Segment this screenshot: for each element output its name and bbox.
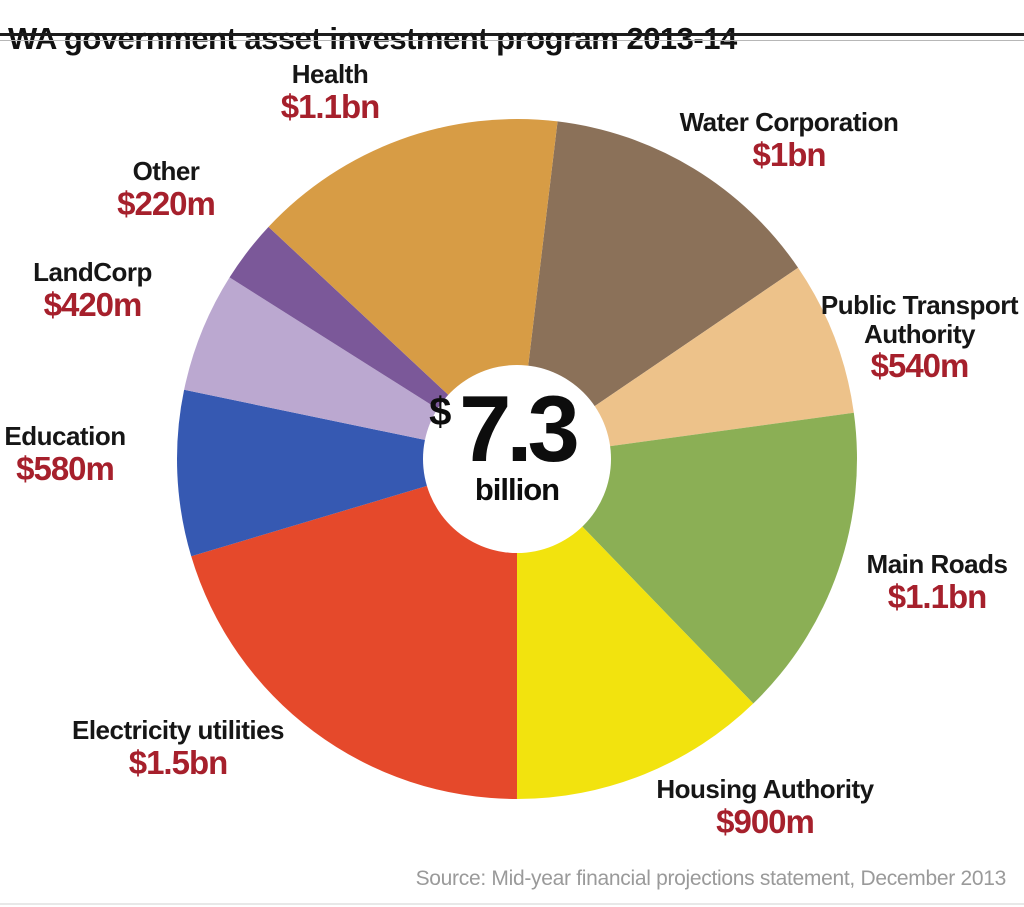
- donut-hole: [423, 365, 611, 553]
- pie-slice-landcorp: [184, 277, 518, 459]
- pie-center-total: $7.3 billion: [417, 376, 617, 508]
- slice-value: $540m: [870, 347, 970, 385]
- slice-name: Electricity utilities: [71, 715, 285, 745]
- slice-label-main-roads: Main Roads $1.1bn: [837, 550, 1024, 615]
- slice-label-electricity-utilities: Electricity utilities $1.5bn: [38, 716, 318, 781]
- slice-name: Housing Authority: [656, 774, 874, 804]
- slice-value: $1.1bn: [280, 87, 381, 125]
- pie-slice-public-transport-authority: [517, 267, 854, 459]
- pie-slice-education: [176, 389, 518, 557]
- slice-label-water-corporation: Water Corporation $1bn: [664, 108, 914, 173]
- slice-value: $1.1bn: [887, 577, 988, 615]
- slice-label-other: Other $220m: [86, 157, 246, 222]
- slice-name: Health: [291, 59, 369, 89]
- pie-slice-electricity-utilities: [191, 459, 517, 799]
- slice-name: Main Roads: [866, 549, 1008, 579]
- slice-name: Education: [4, 421, 126, 451]
- slice-value: $220m: [117, 184, 216, 222]
- slice-value: $420m: [43, 285, 143, 323]
- slice-name: LandCorp: [33, 257, 152, 287]
- slice-value: $1.5bn: [128, 743, 229, 781]
- slice-label-landcorp: LandCorp $420m: [10, 258, 175, 323]
- slice-name: Other: [132, 156, 200, 186]
- slice-name: Water Corporation: [679, 107, 899, 137]
- total-unit: billion: [474, 472, 560, 508]
- slice-value: $1bn: [752, 135, 826, 173]
- pie-slice-housing-authority: [516, 459, 754, 799]
- slice-label-public-transport-authority: Public Transport Authority $540m: [812, 291, 1024, 384]
- pie-slice-water-corporation: [517, 121, 799, 460]
- bottom-rule: [0, 903, 1024, 905]
- currency-symbol: $: [429, 390, 452, 434]
- total-number-row: $7.3: [429, 376, 580, 481]
- source-attribution: Source: Mid-year financial projections s…: [415, 867, 1007, 890]
- slice-value: $580m: [16, 449, 115, 487]
- title-rule-dark: [0, 33, 1024, 36]
- slice-name: Public Transport Authority: [820, 290, 1019, 349]
- slice-label-housing-authority: Housing Authority $900m: [640, 775, 890, 840]
- slice-value: $900m: [716, 802, 815, 840]
- page-title: WA government asset investment program 2…: [8, 20, 737, 56]
- title-rule-light: [0, 40, 1024, 41]
- slice-label-health: Health $1.1bn: [250, 60, 410, 125]
- slice-label-education: Education $580m: [0, 422, 145, 487]
- total-number: 7.3: [459, 376, 580, 481]
